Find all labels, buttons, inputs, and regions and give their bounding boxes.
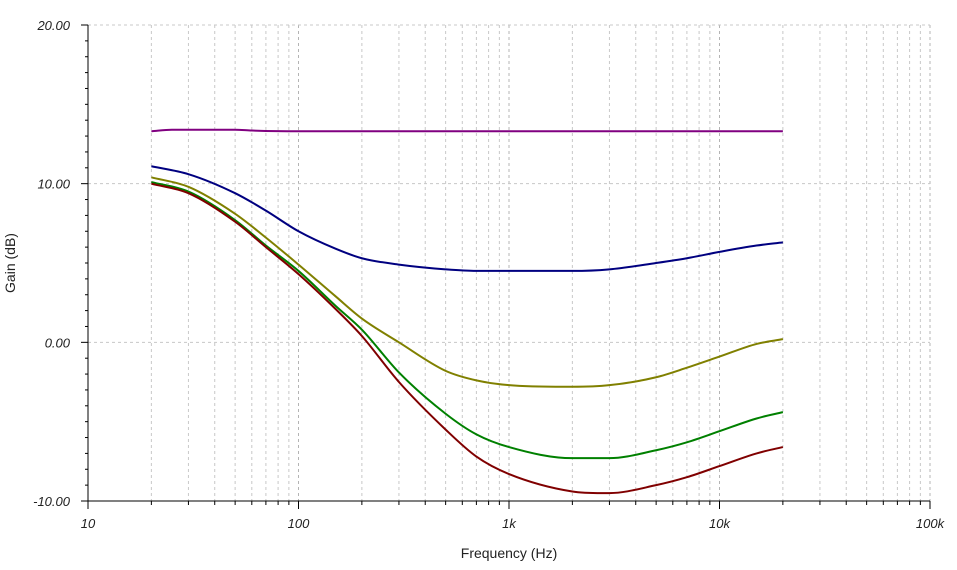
x-tick-label: 10	[81, 516, 96, 531]
y-tick-label: 10.00	[37, 177, 70, 192]
x-tick-label: 100	[288, 516, 310, 531]
y-tick-label: 0.00	[45, 335, 71, 350]
x-tick-label: 10k	[709, 516, 731, 531]
series-line-3	[151, 176, 784, 388]
axis-ticks	[81, 24, 931, 509]
series-line-2	[151, 165, 783, 272]
tick-labels: -10.00 0.00 10.00 20.00 10 100 1k 10k 100k	[33, 18, 945, 531]
series-line-5	[151, 182, 784, 495]
y-tick-label: -10.00	[33, 494, 71, 509]
series-lines	[151, 128, 784, 495]
grid	[88, 24, 931, 501]
x-tick-label: 1k	[502, 516, 517, 531]
series-line-4	[151, 181, 784, 460]
series-line-1	[151, 128, 783, 133]
x-axis-title: Frequency (Hz)	[461, 545, 557, 561]
y-tick-label: 20.00	[36, 18, 70, 33]
x-tick-label: 100k	[916, 516, 946, 531]
y-axis-title: Gain (dB)	[2, 233, 18, 293]
